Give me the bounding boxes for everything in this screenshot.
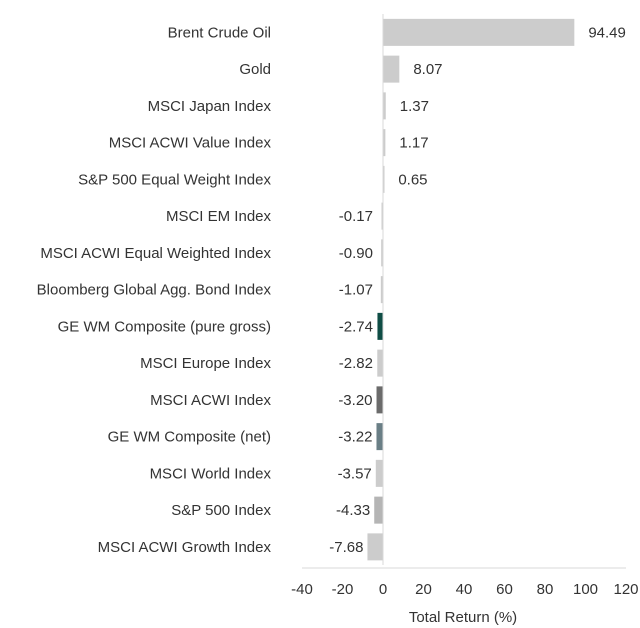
- data-label: -1.07: [339, 282, 373, 299]
- bar: [381, 202, 383, 230]
- data-label: -3.20: [338, 392, 372, 409]
- bar: [375, 459, 383, 487]
- bar: [367, 533, 383, 561]
- bar: [383, 55, 400, 83]
- category-label: MSCI ACWI Value Index: [109, 135, 272, 152]
- bars-layer: [367, 18, 575, 561]
- bar: [380, 276, 383, 304]
- bar: [383, 92, 386, 120]
- category-label: GE WM Composite (pure gross): [58, 318, 271, 335]
- category-label: MSCI World Index: [150, 465, 272, 482]
- data-label: 1.37: [400, 98, 429, 115]
- bar: [383, 165, 385, 193]
- bar: [376, 386, 383, 414]
- x-tick-label: -20: [332, 581, 354, 598]
- bar: [376, 423, 383, 451]
- category-label: MSCI ACWI Index: [150, 392, 271, 409]
- x-tick-label: -40: [291, 581, 313, 598]
- category-label: S&P 500 Index: [171, 502, 271, 519]
- category-label: Gold: [239, 61, 271, 78]
- data-label: 0.65: [398, 171, 427, 188]
- x-axis-title: Total Return (%): [409, 609, 517, 626]
- data-label: -0.90: [339, 245, 373, 262]
- category-label: GE WM Composite (net): [108, 429, 271, 446]
- x-tick-label: 40: [456, 581, 473, 598]
- data-label: -7.68: [329, 539, 363, 556]
- data-label: -2.74: [339, 318, 373, 335]
- x-tick-label: 60: [496, 581, 513, 598]
- data-label: -2.82: [339, 355, 373, 372]
- x-tick-label: 100: [573, 581, 598, 598]
- category-label: Brent Crude Oil: [168, 24, 271, 41]
- data-label: -3.57: [338, 465, 372, 482]
- category-label: Bloomberg Global Agg. Bond Index: [37, 282, 272, 299]
- bar: [381, 239, 383, 267]
- data-label: -3.22: [338, 429, 372, 446]
- bar: [383, 129, 386, 157]
- data-label: -4.33: [336, 502, 370, 519]
- labels-layer: Brent Crude Oil 94.49 Gold 8.07 MSCI Japan I…: [37, 24, 626, 556]
- data-label: -0.17: [339, 208, 373, 225]
- x-tick-label: 80: [537, 581, 554, 598]
- x-tick-label: 0: [379, 581, 387, 598]
- bar: [374, 496, 383, 524]
- data-label: 1.17: [399, 135, 428, 152]
- x-tick-label: 20: [415, 581, 432, 598]
- category-label: MSCI ACWI Equal Weighted Index: [40, 245, 271, 262]
- bar: [383, 18, 575, 46]
- bar: [377, 349, 383, 377]
- x-tick-label: 120: [613, 581, 638, 598]
- category-label: S&P 500 Equal Weight Index: [78, 171, 271, 188]
- category-label: MSCI ACWI Growth Index: [98, 539, 272, 556]
- category-label: MSCI Europe Index: [140, 355, 271, 372]
- data-label: 8.07: [413, 61, 442, 78]
- category-label: MSCI Japan Index: [148, 98, 272, 115]
- x-axis: -40 -20 0 20 40 60 80 100 120: [291, 567, 639, 598]
- data-label: 94.49: [588, 24, 626, 41]
- category-label: MSCI EM Index: [166, 208, 272, 225]
- bar: [377, 312, 383, 340]
